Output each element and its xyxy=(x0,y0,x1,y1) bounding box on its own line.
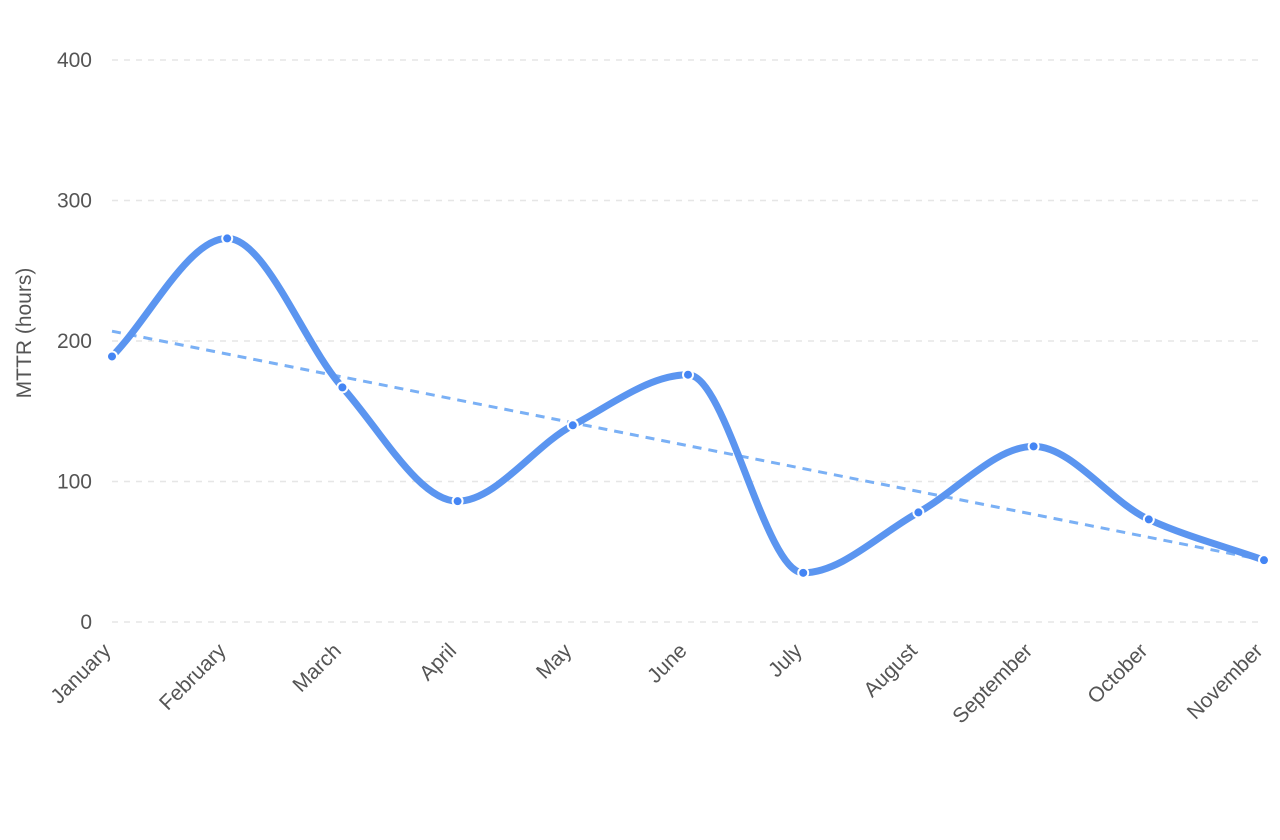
x-tick-label-january: January xyxy=(46,639,115,708)
x-tick-label-august: August xyxy=(859,639,922,702)
x-tick-label-april: April xyxy=(415,639,461,685)
gridlines xyxy=(112,59,1264,623)
data-point-february[interactable] xyxy=(221,232,234,245)
mttr-series-line xyxy=(108,234,1268,577)
x-tick-label-september: September xyxy=(948,639,1037,728)
x-axis-ticks: January February March April May June July Augu… xyxy=(46,639,1267,728)
x-tick-label-june: June xyxy=(643,639,691,687)
y-axis-title: MTTR (hours) xyxy=(13,268,36,399)
x-tick-label-november: November xyxy=(1183,639,1268,724)
data-point-july[interactable] xyxy=(797,566,810,579)
trendline-layer xyxy=(111,329,1265,562)
y-tick-label: 100 xyxy=(57,471,92,494)
data-point-november[interactable] xyxy=(1258,554,1270,567)
x-tick-label-may: May xyxy=(532,639,577,684)
y-tick-label: 400 xyxy=(57,49,92,72)
data-point-august[interactable] xyxy=(912,506,925,519)
y-axis-ticks: 0 100 200 300 400 xyxy=(57,49,92,634)
y-tick-label: 300 xyxy=(57,190,92,213)
trendline xyxy=(111,329,1265,562)
data-point-march[interactable] xyxy=(336,381,349,394)
y-tick-label: 0 xyxy=(80,611,92,634)
x-tick-label-february: February xyxy=(155,639,231,715)
data-point-january[interactable] xyxy=(106,350,118,363)
data-point-april[interactable] xyxy=(451,495,464,508)
x-tick-label-march: March xyxy=(288,639,346,697)
data-point-september[interactable] xyxy=(1027,440,1040,453)
x-tick-label-october: October xyxy=(1083,639,1152,708)
data-point-june[interactable] xyxy=(682,368,694,381)
data-points xyxy=(106,232,1270,579)
data-point-may[interactable] xyxy=(566,419,579,432)
series-layer xyxy=(108,234,1268,577)
x-tick-label-july: July xyxy=(764,639,807,682)
y-tick-label: 200 xyxy=(57,330,92,353)
data-point-october[interactable] xyxy=(1142,513,1155,526)
